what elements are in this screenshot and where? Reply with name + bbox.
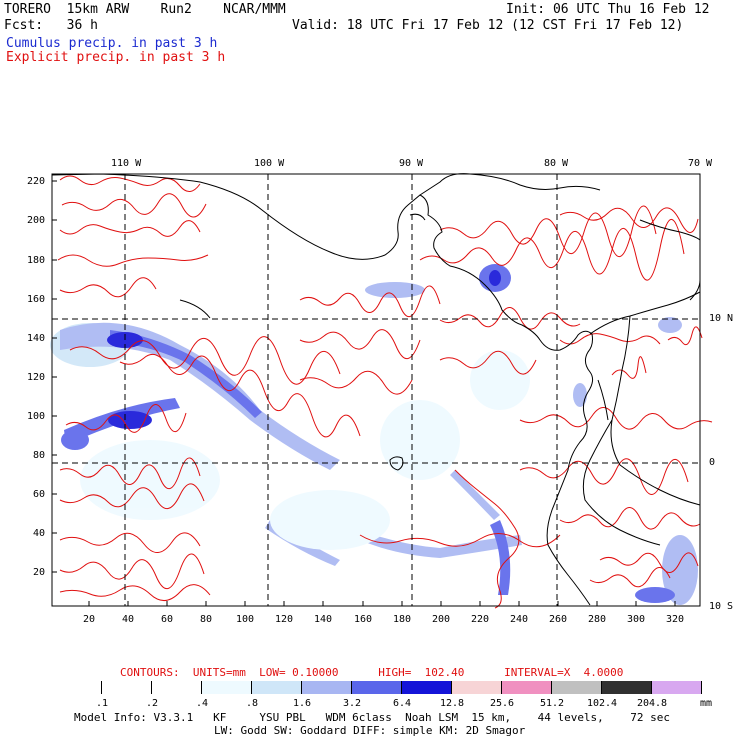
lon-label: 90 W (399, 158, 424, 169)
valid-time: Valid: 18 UTC Fri 17 Feb 12 (12 CST Fri … (292, 18, 684, 33)
x-tick-label: 240 (510, 614, 529, 625)
coastlines (51, 173, 701, 606)
explicit-legend: Explicit precip. in past 3 h (6, 50, 226, 65)
lat-label: 0 (709, 457, 716, 468)
colorbar-unit: mm (700, 698, 713, 709)
x-tick-label: 260 (549, 614, 568, 625)
x-tick-label: 180 (393, 614, 412, 625)
physics-info: LW: Godd SW: Goddard DIFF: simple KM: 2D… (214, 724, 526, 737)
x-tick-label: 300 (627, 614, 646, 625)
y-tick-label: 200 (27, 215, 46, 226)
colorbar-label: .8 (245, 698, 259, 709)
colorbar-swatch (502, 681, 552, 694)
cumulus-precip-shading (50, 264, 698, 605)
y-tick-label: 160 (27, 294, 46, 305)
x-tick-label: 280 (588, 614, 607, 625)
colorbar-label: 1.6 (292, 698, 312, 709)
colorbar-swatch (452, 681, 502, 694)
colorbar-swatch (152, 681, 202, 694)
colorbar-swatch (252, 681, 302, 694)
colorbar-swatch (652, 681, 702, 694)
y-tick-label: 40 (33, 528, 46, 539)
colorbar-swatch (102, 681, 152, 694)
x-tick-label: 320 (666, 614, 685, 625)
lon-label: 80 W (544, 158, 569, 169)
forecast-hour: Fcst: 36 h (4, 18, 98, 33)
y-tick-label: 20 (33, 567, 46, 578)
colorbar-swatch (352, 681, 402, 694)
lat-label: 10 N (709, 313, 734, 324)
colorbar-label: .1 (95, 698, 109, 709)
model-title: TORERO 15km ARW Run2 NCAR/MMM (4, 2, 286, 17)
model-info: Model Info: V3.3.1 KF YSU PBL WDM 6class… (74, 711, 671, 724)
colorbar-label: .4 (195, 698, 209, 709)
x-tick-label: 40 (122, 614, 135, 625)
axis-ticks (52, 180, 676, 606)
lon-label: 100 W (254, 158, 285, 169)
x-tick-label: 140 (314, 614, 333, 625)
cumulus-legend: Cumulus precip. in past 3 h (6, 36, 218, 51)
y-tick-label: 220 (27, 176, 46, 187)
colorbar-swatch (52, 681, 102, 694)
y-tick-label: 120 (27, 372, 46, 383)
colorbar-swatch (552, 681, 602, 694)
colorbar-label: 204.8 (636, 698, 668, 709)
map-frame (51, 173, 701, 607)
x-tick-label: 20 (83, 614, 96, 625)
x-tick-label: 160 (354, 614, 373, 625)
lat-lon-grid (52, 174, 700, 606)
colorbar-swatch (402, 681, 452, 694)
explicit-precip-contours (57, 175, 713, 609)
lon-label: 70 W (688, 158, 713, 169)
colorbar-label: 102.4 (586, 698, 618, 709)
contour-info: CONTOURS: UNITS=mm LOW= 0.10000 HIGH= 10… (120, 666, 624, 679)
colorbar-label: 25.6 (489, 698, 515, 709)
x-tick-label: 60 (161, 614, 174, 625)
lat-label: 10 S (709, 601, 734, 612)
colorbar-label: 3.2 (342, 698, 362, 709)
colorbar-label: 6.4 (392, 698, 412, 709)
x-tick-label: 80 (200, 614, 213, 625)
x-tick-label: 220 (471, 614, 490, 625)
colorbar-label: .2 (145, 698, 159, 709)
y-tick-label: 60 (33, 489, 46, 500)
colorbar-swatch (302, 681, 352, 694)
x-tick-label: 100 (236, 614, 255, 625)
y-tick-label: 140 (27, 333, 46, 344)
colorbar-swatch (602, 681, 652, 694)
init-time: Init: 06 UTC Thu 16 Feb 12 (506, 2, 710, 17)
y-tick-label: 180 (27, 255, 46, 266)
y-tick-label: 80 (33, 450, 46, 461)
colorbar-swatch (202, 681, 252, 694)
colorbar-label: 51.2 (539, 698, 565, 709)
colorbar-label: 12.8 (439, 698, 465, 709)
lon-label: 110 W (111, 158, 142, 169)
x-tick-label: 200 (432, 614, 451, 625)
y-tick-label: 100 (27, 411, 46, 422)
x-tick-label: 120 (275, 614, 294, 625)
